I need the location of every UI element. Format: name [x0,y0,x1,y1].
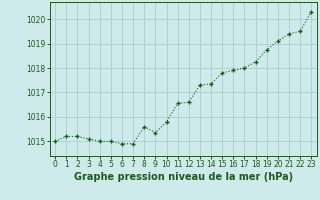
X-axis label: Graphe pression niveau de la mer (hPa): Graphe pression niveau de la mer (hPa) [74,172,293,182]
